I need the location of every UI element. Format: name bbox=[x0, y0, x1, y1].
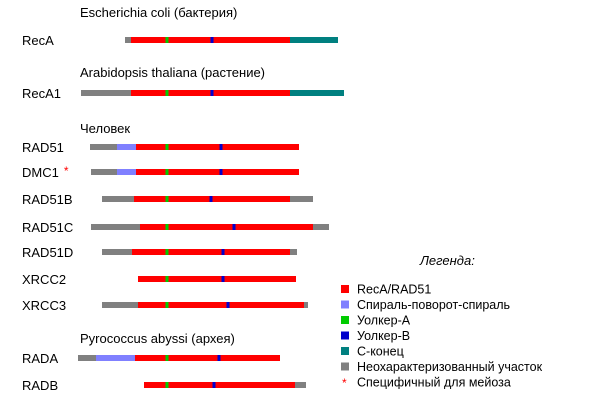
domain-segment bbox=[125, 37, 131, 43]
domain-segment bbox=[295, 382, 306, 388]
group-title: Escherichia coli (бактерия) bbox=[80, 5, 237, 20]
protein-name: XRCC3 bbox=[22, 298, 66, 313]
domain-segment bbox=[117, 144, 136, 150]
domain-segment bbox=[117, 169, 136, 175]
domain-segment bbox=[290, 249, 297, 255]
protein-name: RecA bbox=[22, 33, 54, 48]
domain-segment bbox=[132, 249, 290, 255]
legend-swatch bbox=[341, 300, 349, 309]
domain-segment bbox=[304, 302, 308, 308]
walker-a-motif bbox=[165, 224, 169, 230]
legend-label: Уолкер-А bbox=[357, 314, 411, 328]
legend-swatch bbox=[341, 331, 349, 340]
protein-name: RAD51D bbox=[22, 245, 73, 260]
walker-a-motif bbox=[165, 144, 169, 150]
walker-a-motif bbox=[165, 302, 169, 308]
domain-segment bbox=[135, 355, 280, 361]
protein-name: XRCC2 bbox=[22, 272, 66, 287]
protein-name: RADB bbox=[22, 378, 58, 393]
walker-b-motif bbox=[217, 355, 221, 361]
domain-segment bbox=[313, 224, 329, 230]
domain-segment bbox=[290, 196, 313, 202]
domain-segment bbox=[91, 224, 140, 230]
domain-segment bbox=[140, 224, 313, 230]
domain-segment bbox=[290, 37, 338, 43]
domain-segment bbox=[136, 144, 299, 150]
group-title: Pyrococcus abyssi (архея) bbox=[80, 331, 235, 346]
walker-b-motif bbox=[210, 90, 214, 96]
protein-name: RADA bbox=[22, 351, 58, 366]
walker-a-motif bbox=[165, 249, 169, 255]
walker-b-motif bbox=[226, 302, 230, 308]
domain-segment bbox=[90, 144, 117, 150]
protein-name: RAD51B bbox=[22, 192, 73, 207]
protein-name: RAD51C bbox=[22, 220, 73, 235]
domain-segment bbox=[138, 276, 296, 282]
legend-swatch bbox=[341, 316, 349, 324]
protein-name: RAD51 bbox=[22, 140, 64, 155]
legend-swatch bbox=[341, 362, 349, 371]
protein-name: DMC1 bbox=[22, 165, 59, 180]
legend-swatch bbox=[341, 347, 349, 355]
legend-label: Уолкер-В bbox=[357, 329, 410, 343]
group-title: Arabidopsis thaliana (растение) bbox=[80, 65, 265, 80]
domain-segment bbox=[102, 196, 134, 202]
meiosis-marker: * bbox=[64, 164, 69, 178]
walker-a-motif bbox=[165, 90, 169, 96]
walker-a-motif bbox=[165, 382, 169, 388]
group-title: Человек bbox=[80, 121, 130, 136]
walker-a-motif bbox=[165, 355, 169, 361]
domain-segment bbox=[78, 355, 96, 361]
walker-b-motif bbox=[219, 169, 223, 175]
walker-a-motif bbox=[165, 37, 169, 43]
domain-segment bbox=[102, 302, 138, 308]
legend-swatch bbox=[341, 285, 349, 293]
protein-name: RecA1 bbox=[22, 86, 61, 101]
walker-b-motif bbox=[219, 144, 223, 150]
legend-marker: * bbox=[342, 376, 347, 390]
walker-b-motif bbox=[221, 249, 225, 255]
walker-b-motif bbox=[209, 196, 213, 202]
domain-segment bbox=[290, 90, 344, 96]
legend-label: RecA/RAD51 bbox=[357, 283, 431, 297]
domain-segment bbox=[136, 169, 299, 175]
domain-segment bbox=[144, 382, 295, 388]
domain-segment bbox=[81, 90, 131, 96]
walker-b-motif bbox=[221, 276, 225, 282]
legend-label: С-конец bbox=[357, 345, 404, 359]
legend-title: Легенда: bbox=[419, 253, 475, 268]
walker-a-motif bbox=[165, 276, 169, 282]
legend-label: Спираль-поворот-спираль bbox=[357, 298, 510, 312]
domain-segment bbox=[91, 169, 117, 175]
legend-label: Неохарактеризованный участок bbox=[357, 360, 543, 374]
walker-b-motif bbox=[212, 382, 216, 388]
walker-b-motif bbox=[210, 37, 214, 43]
domain-segment bbox=[102, 249, 132, 255]
walker-a-motif bbox=[165, 196, 169, 202]
legend-label: Специфичный для мейоза bbox=[357, 376, 511, 390]
domain-segment bbox=[96, 355, 135, 361]
walker-a-motif bbox=[165, 169, 169, 175]
domain-segment bbox=[138, 302, 304, 308]
walker-b-motif bbox=[232, 224, 236, 230]
